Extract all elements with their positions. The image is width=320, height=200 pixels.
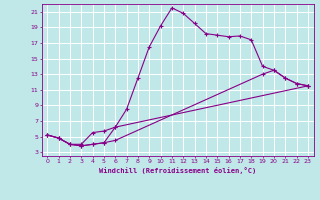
X-axis label: Windchill (Refroidissement éolien,°C): Windchill (Refroidissement éolien,°C) bbox=[99, 167, 256, 174]
